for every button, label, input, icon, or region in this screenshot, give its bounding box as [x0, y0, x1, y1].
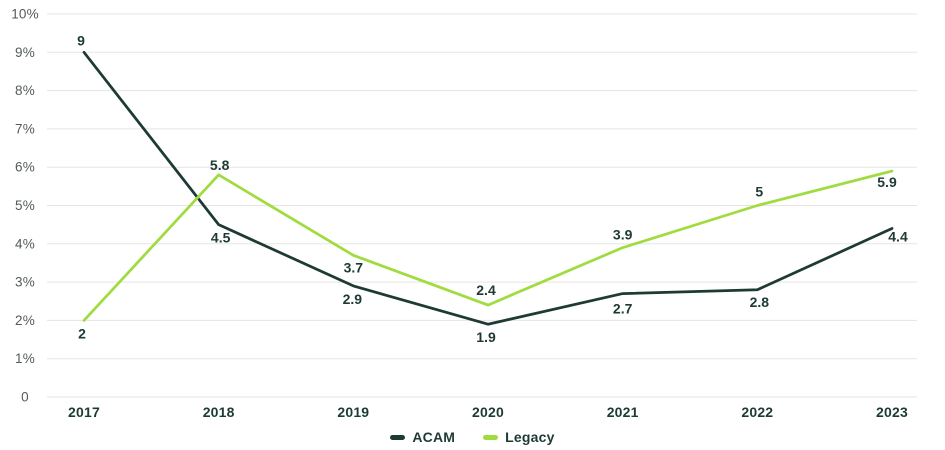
y-tick-label: 6%	[15, 160, 35, 175]
data-label: 9	[77, 32, 85, 48]
data-label: 5.9	[877, 174, 897, 190]
x-tick-label: 2018	[203, 404, 235, 420]
y-tick-label: 0	[21, 390, 29, 405]
y-tick-label: 8%	[15, 83, 35, 98]
series-labels-legacy: 2 5.8 3.7 2.4 3.9 5 5.9	[78, 157, 897, 342]
acam-legend-label: ACAM	[412, 429, 456, 445]
y-tick-label: 1%	[15, 351, 35, 366]
data-label: 2.7	[613, 301, 633, 317]
data-label: 1.9	[476, 329, 496, 345]
y-tick-label: 5%	[15, 198, 35, 213]
data-label: 4.5	[211, 230, 231, 246]
x-tick-label: 2019	[337, 404, 369, 420]
y-tick-label: 4%	[15, 236, 35, 251]
data-label: 2.8	[750, 294, 770, 310]
data-label: 4.4	[888, 228, 908, 244]
legend-item-legacy: Legacy	[483, 429, 554, 445]
y-axis-tick-labels: 0 1% 2% 3% 4% 5% 6% 7% 8% 9% 10%	[11, 7, 39, 405]
acam-legend-swatch-icon	[390, 434, 406, 440]
x-tick-label: 2021	[607, 404, 639, 420]
data-label: 5.8	[210, 157, 230, 173]
legend-item-acam: ACAM	[390, 429, 455, 445]
y-tick-label: 10%	[11, 7, 39, 22]
legacy-legend-label: Legacy	[505, 429, 555, 445]
data-label: 2.4	[476, 282, 496, 298]
y-tick-label: 9%	[15, 45, 35, 60]
series-line-acam	[82, 50, 894, 326]
y-tick-label: 7%	[15, 121, 35, 136]
x-tick-label: 2023	[876, 404, 908, 420]
data-label: 5	[755, 184, 763, 200]
data-label: 2	[78, 325, 86, 341]
data-label: 3.9	[613, 227, 633, 243]
legacy-legend-swatch-icon	[483, 434, 499, 440]
data-label: 2.9	[343, 291, 363, 307]
x-tick-label: 2017	[68, 404, 100, 420]
chart-legend: ACAM Legacy	[0, 426, 945, 448]
series-labels-acam: 9 4.5 2.9 1.9 2.7 2.8 4.4	[77, 32, 908, 345]
y-tick-label: 3%	[15, 275, 35, 290]
data-label: 3.7	[344, 259, 364, 275]
x-axis-tick-labels: 2017 2018 2019 2020 2021 2022 2023	[68, 404, 908, 420]
chart-canvas: 01%2%3%4%5%6%7%8%9%10%2017 2018 2019 2020 20…	[11, 7, 917, 420]
y-tick-label: 2%	[15, 313, 35, 328]
x-tick-label: 2020	[472, 404, 504, 420]
x-tick-label: 2022	[741, 404, 773, 420]
series-line-legacy	[82, 169, 894, 322]
